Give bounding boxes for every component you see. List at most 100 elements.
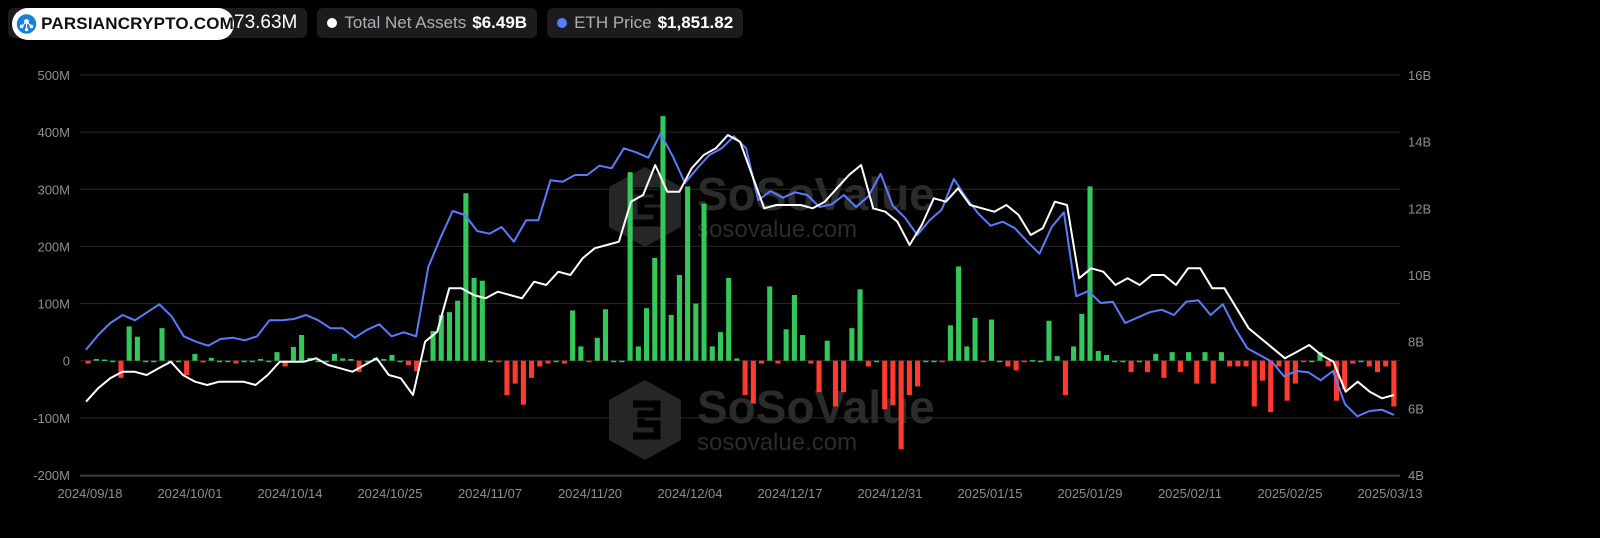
inflow-bar: [1235, 360, 1241, 367]
inflow-bar: [988, 319, 995, 361]
inflow-bar: [422, 360, 428, 363]
inflow-bar: [1103, 355, 1110, 361]
inflow-bar: [1350, 360, 1356, 364]
inflow-bar: [668, 315, 674, 361]
inflow-bar: [216, 360, 223, 363]
inflow-bar: [1136, 360, 1142, 363]
y-right-tick-label: 10B: [1408, 268, 1431, 283]
inflow-bar: [299, 335, 305, 361]
inflow-bar: [652, 257, 658, 361]
y-right-tick-label: 12B: [1408, 201, 1431, 216]
inflow-bar: [1259, 360, 1266, 381]
y-left-tick-label: -100M: [33, 411, 70, 426]
inflow-bar: [101, 359, 108, 362]
inflow-bar: [1342, 360, 1348, 390]
inflow-bar: [1358, 360, 1364, 363]
inflow-bar: [1227, 360, 1233, 367]
inflow-bar: [619, 360, 625, 363]
inflow-bar: [397, 360, 403, 363]
inflow-bar: [1383, 360, 1389, 367]
inflow-bar: [635, 346, 641, 361]
inflow-bar: [586, 360, 592, 363]
inflow-bar: [1038, 360, 1044, 363]
x-tick-label: 2025/01/29: [1057, 486, 1122, 501]
x-tick-label: 2025/02/11: [1158, 486, 1222, 501]
inflow-bar: [1079, 313, 1085, 361]
inflow-bar: [340, 358, 346, 361]
inflow-bar: [471, 277, 477, 361]
inflow-bar: [282, 360, 288, 367]
brand-text: PARSIANCRYPTO.COM: [41, 14, 234, 33]
inflow-bar: [890, 360, 896, 406]
x-tick-label: 2024/11/07: [458, 486, 522, 501]
x-tick-label: 2025/02/25: [1257, 486, 1322, 501]
inflow-bar: [175, 360, 181, 363]
inflow-bar: [841, 360, 847, 393]
y-right-tick-label: 8B: [1408, 335, 1424, 350]
inflow-bar: [143, 360, 149, 363]
legend-eth-price[interactable]: ETH Price $1,851.82: [547, 8, 744, 38]
inflow-bar: [85, 360, 91, 364]
blue-dot-icon: [557, 18, 568, 28]
inflow-bar: [225, 360, 231, 363]
inflow-bar: [479, 280, 485, 361]
inflow-bar: [184, 360, 190, 375]
inflow-bar: [118, 360, 124, 378]
inflow-bar: [1391, 360, 1397, 407]
inflow-bar: [504, 360, 510, 395]
inflow-bar: [947, 325, 953, 361]
total-net-assets-line: [85, 134, 1395, 403]
inflow-bar: [775, 360, 781, 364]
inflow-bar: [545, 360, 551, 364]
inflow-bar: [1202, 352, 1208, 361]
inflow-bar: [923, 360, 929, 363]
inflow-bar: [1169, 352, 1175, 361]
inflow-bar: [602, 309, 609, 361]
inflow-bar: [972, 317, 978, 361]
inflow-bar: [693, 303, 699, 361]
inflow-bar: [315, 360, 321, 363]
inflow-bar: [627, 172, 633, 361]
x-tick-label: 2024/10/01: [157, 486, 222, 501]
white-dot-icon: [327, 18, 338, 28]
x-tick-label: 2024/10/14: [257, 486, 322, 501]
inflow-bar: [997, 360, 1003, 363]
inflow-bar: [800, 335, 806, 361]
inflow-bar: [758, 360, 765, 364]
inflow-bar: [1301, 360, 1307, 363]
inflow-bar: [455, 300, 461, 361]
inflow-bar: [1046, 320, 1052, 361]
inflow-bar: [414, 360, 420, 371]
inflow-bar: [463, 193, 469, 361]
inflow-bar: [898, 360, 904, 450]
inflow-bar: [561, 360, 567, 364]
inflow-bar: [1284, 360, 1290, 401]
eth-price-label: ETH Price: [574, 13, 652, 32]
inflow-bar: [200, 360, 206, 363]
inflow-bar: [717, 332, 724, 361]
inflow-bar: [331, 353, 338, 361]
inflow-bar: [611, 360, 617, 363]
inflow-bar: [882, 360, 888, 410]
inflow-bar: [323, 360, 329, 363]
series-lines: [85, 132, 1395, 418]
inflow-bar: [266, 360, 272, 363]
inflow-bar: [159, 328, 165, 361]
inflow-bar: [808, 360, 814, 364]
inflow-bar: [356, 360, 362, 373]
inflow-bar: [701, 203, 707, 361]
inflow-bar: [405, 360, 411, 366]
inflow-bar: [110, 360, 116, 363]
inflow-bar: [1218, 352, 1224, 361]
inflow-bar: [438, 315, 444, 361]
inflow-bar: [1021, 360, 1027, 363]
inflow-bar: [964, 346, 970, 361]
inflow-bar: [1144, 360, 1151, 373]
inflow-bar: [151, 360, 157, 363]
inflow-bar: [520, 360, 526, 405]
watermark-url: sosovalue.com: [697, 429, 858, 456]
legend-total-net-assets[interactable]: Total Net Assets $6.49B: [317, 8, 538, 38]
inflow-bar: [676, 275, 682, 361]
y-right-tick-label: 4B: [1408, 468, 1424, 483]
y-left-tick-label: 200M: [37, 239, 70, 254]
